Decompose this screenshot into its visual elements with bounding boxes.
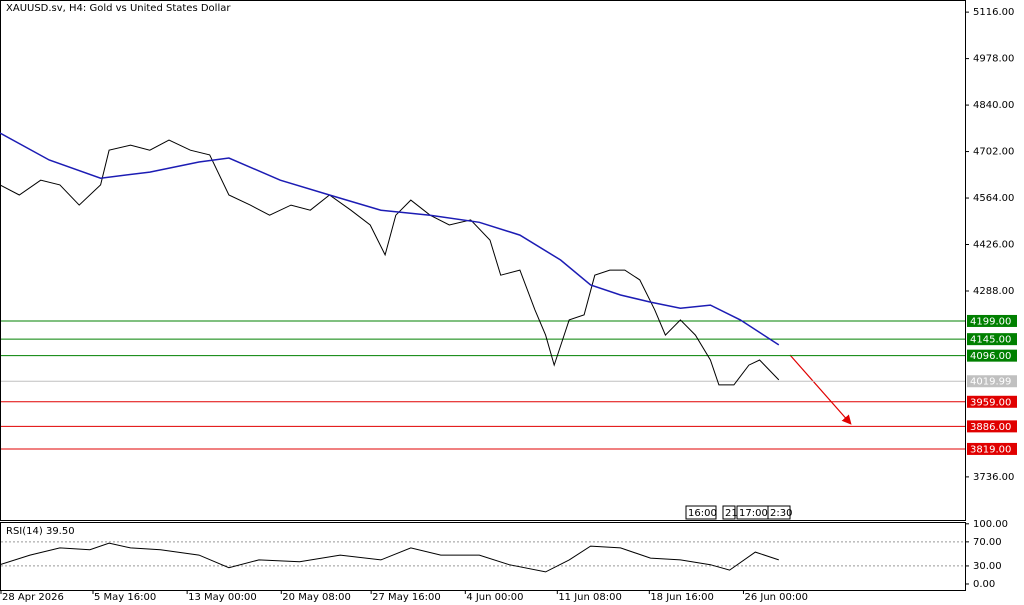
x-tick-label: 13 May 00:00 xyxy=(188,592,257,603)
time-marker: 17:00 xyxy=(739,508,768,519)
time-marker: 2:30 xyxy=(770,508,792,519)
level-label-box xyxy=(967,333,1017,346)
y-tick-label: 4978.00 xyxy=(973,54,1014,65)
level-label: 4145.00 xyxy=(970,335,1011,346)
level-label: 4096.00 xyxy=(970,351,1011,362)
trend-arrow xyxy=(789,354,852,425)
level-label-box xyxy=(967,375,1017,388)
y-tick-label: 4288.00 xyxy=(973,286,1014,297)
level-label-box xyxy=(967,395,1017,408)
rsi-title: RSI(14) 39.50 xyxy=(6,526,75,537)
level-label: 4199.00 xyxy=(970,316,1011,327)
rsi-panel xyxy=(0,522,966,591)
chart-title: XAUUSD.sv, H4: Gold vs United States Dol… xyxy=(6,3,231,14)
y-tick-label: 4702.00 xyxy=(973,147,1014,158)
level-label-box xyxy=(967,314,1017,327)
level-label: 3886.00 xyxy=(970,422,1011,433)
level-label-box xyxy=(967,442,1017,455)
y-tick-label: 30.00 xyxy=(973,561,1002,572)
level-label: 4019.99 xyxy=(970,377,1011,388)
x-tick-label: 27 May 16:00 xyxy=(372,592,441,603)
level-label: 3959.00 xyxy=(970,397,1011,408)
y-tick-label: 4840.00 xyxy=(973,100,1014,111)
x-tick-label: 26 Jun 00:00 xyxy=(744,592,808,603)
time-marker: 16:00 xyxy=(688,508,717,519)
price-panel xyxy=(0,0,966,521)
x-tick-label: 11 Jun 08:00 xyxy=(558,592,622,603)
time-marker: 21 xyxy=(725,508,738,519)
time-marker-box xyxy=(767,505,791,520)
y-tick-label: 5116.00 xyxy=(973,7,1014,18)
y-tick-label: 3736.00 xyxy=(973,472,1014,483)
series-line xyxy=(0,132,780,346)
time-marker-box xyxy=(722,505,736,520)
x-tick-label: 18 Jun 16:00 xyxy=(650,592,714,603)
time-marker-box xyxy=(685,505,717,520)
level-label-box xyxy=(967,420,1017,433)
series-line xyxy=(0,542,779,573)
level-label-box xyxy=(967,349,1017,362)
y-tick-label: 0.00 xyxy=(973,579,995,590)
series-line xyxy=(0,139,780,386)
y-tick-label: 100.00 xyxy=(973,519,1008,530)
y-tick-label: 4564.00 xyxy=(973,193,1014,204)
x-tick-label: 20 May 08:00 xyxy=(282,592,351,603)
x-tick-label: 4 Jun 00:00 xyxy=(466,592,523,603)
y-tick-label: 70.00 xyxy=(973,537,1002,548)
y-tick-label: 4426.00 xyxy=(973,240,1014,251)
level-label: 3819.00 xyxy=(970,444,1011,455)
x-tick-label: 5 May 16:00 xyxy=(94,592,156,603)
x-tick-label: 28 Apr 2026 xyxy=(2,592,64,603)
